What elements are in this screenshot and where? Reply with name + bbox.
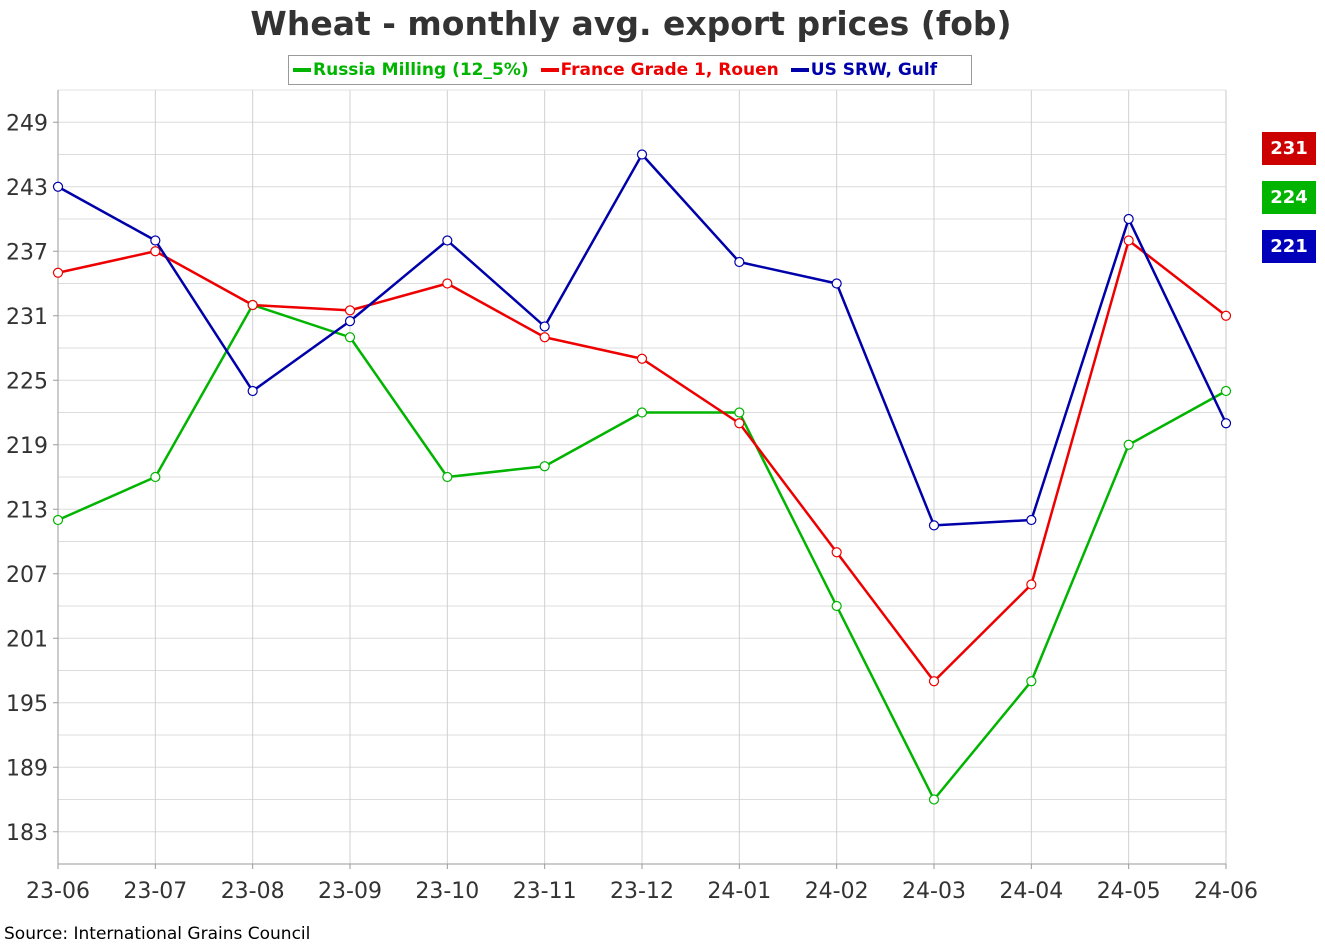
legend-swatch-russia [293,68,311,72]
y-tick-label: 231 [6,305,48,330]
x-tick-label: 24-02 [805,879,869,904]
legend-label-russia: Russia Milling (12_5%) [313,60,529,80]
y-tick-label: 195 [6,692,48,717]
y-tick-label: 207 [6,563,48,588]
series-point-2 [1123,213,1134,225]
series-point-2 [150,235,161,246]
series-point-0 [734,407,745,418]
x-tick-label: 24-01 [707,879,771,904]
series-point-2 [344,316,356,327]
series-point-1 [636,353,648,364]
legend-label-france: France Grade 1, Rouen [560,60,779,80]
y-tick-label: 225 [6,369,48,394]
series-point-1 [1220,310,1232,321]
series-point-2 [1220,418,1232,429]
legend-item-france[interactable]: France Grade 1, Rouen [540,60,779,80]
series-point-2 [636,149,648,160]
series-point-1 [928,676,940,687]
legend-swatch-france [540,68,559,72]
series-point-2 [442,235,453,246]
y-tick-label: 243 [6,176,48,201]
legend-item-russia[interactable]: Russia Milling (12_5%) [293,60,529,80]
y-tick-label: 201 [6,627,48,652]
series-point-2 [928,520,940,531]
last-value-badge-france: 231 [1262,132,1316,165]
series-point-1 [734,418,745,429]
series-point-0 [1220,385,1232,397]
series-point-0 [52,514,64,526]
y-tick-label: 237 [6,240,48,265]
x-tick-label: 23-06 [26,879,90,904]
series-point-1 [52,267,64,278]
series-point-1 [344,305,356,316]
last-value-badge-russia: 224 [1262,181,1316,214]
chart-title: Wheat - monthly avg. export prices (fob) [250,4,1012,43]
series-point-2 [1026,514,1037,526]
series-point-0 [442,471,453,483]
series-point-2 [52,181,64,192]
series-point-1 [247,299,258,311]
x-tick-label: 23-12 [610,879,674,904]
last-value-badge-us: 221 [1262,230,1316,263]
x-tick-label: 24-05 [1097,879,1161,904]
y-tick-label: 213 [6,498,48,523]
series-point-1 [1123,235,1134,246]
legend-label-us: US SRW, Gulf [810,60,938,80]
x-tick-label: 23-09 [318,879,382,904]
series-point-1 [539,332,550,343]
y-tick-label: 249 [6,111,48,136]
y-tick-label: 183 [6,821,48,846]
series-point-0 [150,471,161,483]
series-point-0 [1123,439,1134,450]
series-point-0 [831,600,842,612]
series-point-1 [831,547,842,558]
y-tick-label: 219 [6,434,48,459]
series-point-1 [442,278,453,289]
series-point-0 [539,461,550,472]
x-tick-label: 23-07 [123,879,187,904]
series-point-1 [1026,579,1037,590]
x-tick-label: 24-04 [999,879,1063,904]
series-point-0 [1026,676,1037,687]
legend-item-us[interactable]: US SRW, Gulf [790,60,938,80]
chart-legend: Russia Milling (12_5%) France Grade 1, R… [288,55,972,85]
series-point-0 [636,407,648,418]
y-tick-label: 189 [6,756,48,781]
x-tick-label: 23-11 [513,879,577,904]
x-tick-label: 24-03 [902,879,966,904]
series-point-2 [247,385,258,397]
series-point-2 [539,321,550,332]
series-point-0 [344,332,356,343]
series-point-0 [928,794,940,805]
source-note: Source: International Grains Council [4,924,311,944]
legend-swatch-us [790,68,809,72]
x-tick-label: 23-08 [221,879,285,904]
series-point-1 [150,246,161,257]
x-tick-label: 23-10 [415,879,479,904]
series-point-2 [734,256,745,268]
series-point-2 [831,278,842,289]
x-tick-label: 24-06 [1194,879,1258,904]
